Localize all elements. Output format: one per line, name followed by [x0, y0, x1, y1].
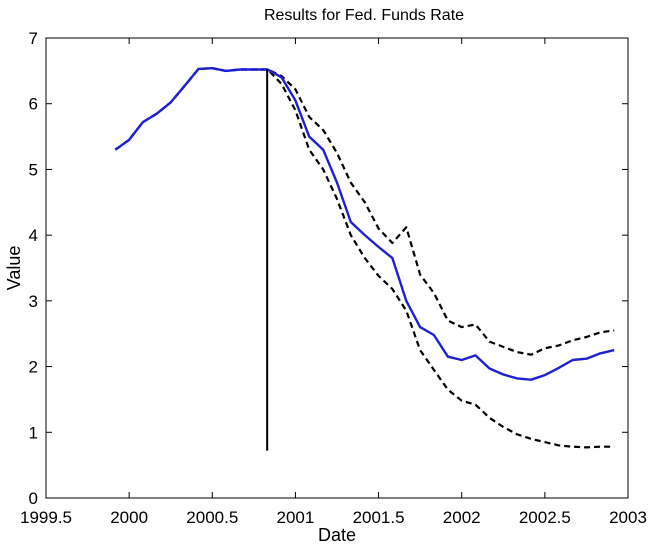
y-axis-title: Value	[4, 246, 24, 291]
x-axis-title: Date	[318, 525, 356, 545]
series-line-band-1	[114, 67, 615, 356]
series-layer	[114, 66, 615, 449]
y-tick-label: 3	[29, 292, 38, 311]
y-tick-label: 1	[29, 423, 38, 442]
x-axis: 1999.5 2000 2000.5 2001 2001.5 2002 2002.5 2003	[20, 38, 647, 527]
y-tick-label: 5	[29, 160, 38, 179]
x-tick-label: 2000.5	[186, 508, 238, 527]
y-tick-label: 2	[29, 358, 38, 377]
x-tick-label: 2002.5	[519, 508, 571, 527]
x-tick-label: 2003	[609, 508, 647, 527]
y-tick-label: 4	[29, 226, 38, 245]
plot-area	[45, 37, 629, 499]
series-line-band-2	[114, 67, 615, 449]
y-tick-label: 0	[29, 489, 38, 508]
plot-frame	[45, 37, 629, 499]
series-line-main	[114, 66, 615, 381]
x-tick-label: 2001	[277, 508, 315, 527]
x-tick-label: 1999.5	[20, 508, 72, 527]
chart-title: Results for Fed. Funds Rate	[264, 7, 464, 24]
x-tick-label: 2000	[110, 508, 148, 527]
y-tick-label: 6	[29, 95, 38, 114]
x-tick-label: 2002	[443, 508, 481, 527]
y-axis: 0 1 2 3 4 5 6 7	[29, 29, 628, 508]
x-tick-label: 2001.5	[353, 508, 405, 527]
y-tick-label: 7	[29, 29, 38, 48]
